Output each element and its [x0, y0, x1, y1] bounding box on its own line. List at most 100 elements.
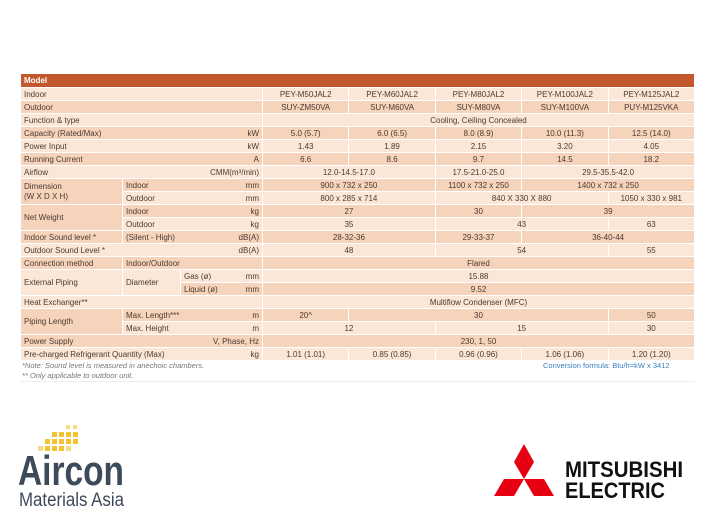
sublabel-text: Max. Length*** — [126, 310, 180, 320]
row-sublabel: dB(A) (Silent - High) — [122, 230, 263, 244]
note: ** Only applicable to outdoor unit. — [22, 371, 134, 380]
value-cell: 29.5-35.5-42.0 — [521, 165, 695, 179]
label-text: Power Input — [24, 141, 67, 151]
subsublabel-text: Liquid (ø) — [184, 284, 218, 294]
value-cell: 30 — [434, 204, 523, 218]
aircon-name: Aircon — [18, 447, 124, 494]
label-text: Outdoor Sound Level * — [24, 245, 105, 255]
value-cell: SUY-ZM50VA — [261, 100, 350, 114]
unit: V, Phase, Hz — [213, 336, 259, 346]
label-text: Running Current — [24, 154, 83, 164]
unit: kg — [250, 349, 259, 359]
unit: mm — [245, 284, 259, 294]
value-cell: 1.01 (1.01) — [261, 347, 350, 361]
value-cell: 1.06 (1.06) — [521, 347, 609, 361]
unit: mm — [245, 271, 259, 281]
value-cell: PEY-M80JAL2 — [434, 87, 523, 101]
spec-row: dB(A) Outdoor Sound Level * 48 54 55 — [20, 243, 696, 257]
spec-row: Indoor Sound level * dB(A) (Silent - High)… — [20, 230, 695, 244]
sublabel-text: Max. Height — [126, 323, 169, 333]
label-text: Connection method — [24, 258, 94, 268]
row-sublabel: mm Outdoor — [122, 191, 263, 205]
value-cell: 1.20 (1.20) — [607, 347, 696, 361]
unit: kW — [247, 128, 259, 138]
unit: kg — [250, 206, 259, 216]
spec-row: m Max. Height 12 15 30 — [21, 321, 696, 335]
unit: mm — [245, 193, 259, 203]
unit: A — [253, 154, 259, 164]
label-text: Outdoor — [24, 102, 53, 112]
row-label: kW Power Input — [20, 139, 263, 153]
sublabel-text: Diameter — [126, 278, 159, 287]
value-cell: 0.96 (0.96) — [434, 347, 523, 361]
value-cell: 0.85 (0.85) — [348, 347, 436, 361]
value-cell: Multiflow Condenser (MFC) — [262, 295, 695, 309]
label-text: Power Supply — [24, 336, 74, 346]
unit: CMM(m³/min) — [210, 167, 259, 177]
label-text: Piping Length — [24, 317, 73, 326]
sublabel-text: Outdoor — [126, 193, 155, 203]
unit: kW — [247, 141, 259, 151]
aircon-tagline: Materials Asia — [19, 490, 124, 511]
label-text: Capacity (Rated/Max) — [24, 128, 102, 138]
value-cell: 800 x 285 x 714 — [262, 191, 436, 205]
header-row: Model — [20, 73, 695, 88]
row-label: Indoor — [20, 87, 263, 101]
spec-row: Net Weight kg Indoor 27 30 39 — [20, 204, 695, 231]
value-cell: 1050 x 330 x 981 — [607, 191, 696, 205]
row-label: kg Pre-charged Refrigerant Quantity (Max) — [20, 347, 263, 361]
label-text: Dimension (W X D X H) — [24, 181, 68, 201]
value-cell: 230, 1, 50 — [262, 334, 695, 348]
unit: m — [252, 323, 259, 333]
value-cell: 1.43 — [261, 139, 350, 153]
unit: m — [252, 310, 259, 320]
label-text: Net Weight — [24, 213, 64, 222]
value-cell: SUY-M80VA — [434, 100, 523, 114]
spec-row: V, Phase, Hz Power Supply 230, 1, 50 — [20, 334, 695, 348]
label-text: Airflow — [24, 167, 49, 177]
value-cell: 18.2 — [607, 152, 696, 166]
unit: mm — [245, 180, 259, 190]
unit: dB(A) — [238, 232, 259, 242]
row-label: kW Capacity (Rated/Max) — [20, 126, 263, 140]
value-cell: 3.20 — [521, 139, 609, 153]
row-label: Connection method — [20, 256, 123, 270]
row-sublabel: Diameter — [122, 269, 181, 296]
value-cell: 840 X 330 X 880 — [434, 191, 609, 205]
value-cell: 55 — [607, 243, 696, 257]
spec-row: kg Pre-charged Refrigerant Quantity (Max)… — [20, 347, 696, 361]
value-cell: 8.0 (8.9) — [434, 126, 523, 140]
divider — [20, 381, 695, 382]
mitsubishi-line: MITSUBISHI — [565, 457, 683, 482]
spec-table: Model Indoor PEY-M50JAL2 PEY-M60JAL2 PEY-M80… — [20, 73, 696, 361]
sublabel-text: Indoor — [126, 206, 149, 216]
value-cell: 1100 x 732 x 250 — [434, 178, 523, 192]
value-cell: 17.5-21.0-25.0 — [434, 165, 523, 179]
sublabel-text: Indoor/Outdoor — [126, 258, 180, 268]
note: *Note: Sound level is measured in anecho… — [22, 361, 205, 370]
value-cell: 63 — [607, 217, 696, 231]
label-text: Indoor Sound level * — [24, 232, 97, 242]
mitsubishi-line: ELECTRIC — [565, 478, 665, 503]
aircon-dots — [38, 425, 78, 451]
value-cell: 1.89 — [348, 139, 436, 153]
mitsubishi-diamonds — [494, 444, 554, 496]
sublabel-text: (Silent - High) — [126, 232, 175, 242]
value-cell: 39 — [521, 204, 695, 218]
unit: kg — [250, 219, 259, 229]
conversion-note: Conversion formula: Btu/h=kW x 3412 — [543, 361, 670, 370]
label-text: Function & type — [24, 115, 80, 125]
label-text: Heat Exchanger** — [24, 297, 88, 307]
row-sublabel: kg Outdoor — [122, 217, 263, 231]
spec-row: mm Outdoor 800 x 285 x 714 840 X 330 X 880 1… — [21, 191, 696, 205]
subsublabel-text: Gas (ø) — [184, 271, 212, 281]
row-label: External Piping — [20, 269, 123, 296]
value-cell: 900 x 732 x 250 — [262, 178, 436, 192]
unit: dB(A) — [238, 245, 259, 255]
row-sublabel: kg Indoor — [122, 204, 263, 218]
value-cell: PUY-M125VKA — [607, 100, 696, 114]
label-text: Indoor — [24, 89, 47, 99]
row-label: Net Weight — [20, 204, 123, 231]
